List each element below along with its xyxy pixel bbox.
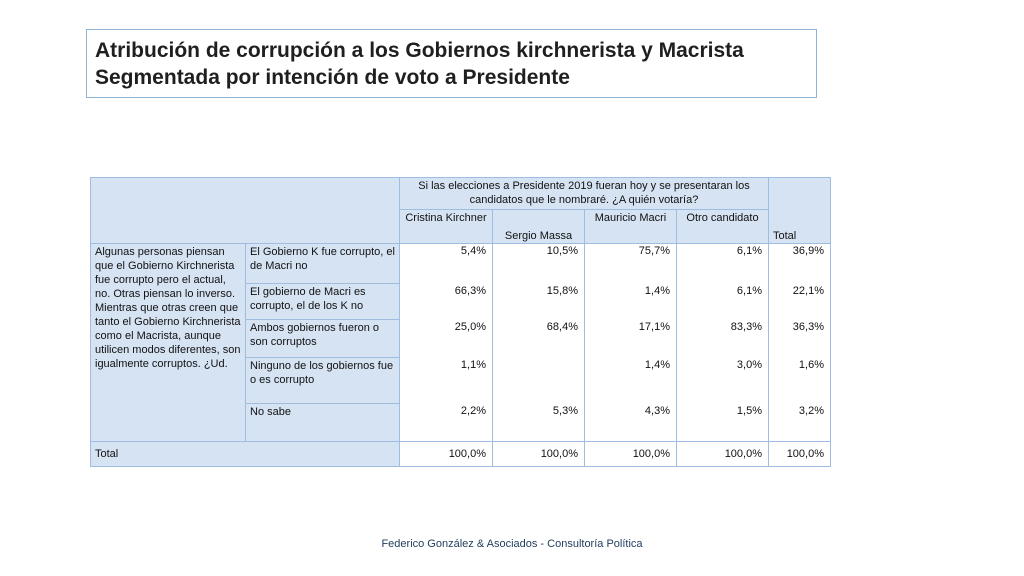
table-cell bbox=[492, 357, 585, 404]
total-row-label: Total bbox=[90, 441, 400, 467]
table-cell: 6,1% bbox=[676, 283, 769, 320]
row-label: El Gobierno K fue corrupto, el de Macri … bbox=[245, 243, 400, 284]
total-cell: 100,0% bbox=[768, 441, 831, 467]
question-header: Si las elecciones a Presidente 2019 fuer… bbox=[399, 177, 769, 210]
table-cell: 2,2% bbox=[399, 403, 493, 442]
total-column-header: Total bbox=[768, 177, 831, 244]
table-cell: 15,8% bbox=[492, 283, 585, 320]
table-cell: 66,3% bbox=[399, 283, 493, 320]
total-cell: 100,0% bbox=[492, 441, 585, 467]
table-cell: 83,3% bbox=[676, 319, 769, 358]
slide-title-box: Atribución de corrupción a los Gobiernos… bbox=[86, 29, 817, 98]
table-cell: 17,1% bbox=[584, 319, 677, 358]
table-cell: 25,0% bbox=[399, 319, 493, 358]
table-cell: 1,4% bbox=[584, 357, 677, 404]
table-cell: 1,4% bbox=[584, 283, 677, 320]
column-header-otro-candidato: Otro candidato bbox=[676, 209, 769, 244]
table-cell: 75,7% bbox=[584, 243, 677, 284]
slide-title-line1: Atribución de corrupción a los Gobiernos… bbox=[95, 39, 744, 62]
footer-credit: Federico González & Asociados - Consulto… bbox=[381, 538, 643, 550]
row-group-label: Algunas personas piensan que el Gobierno… bbox=[90, 243, 246, 442]
row-label: No sabe bbox=[245, 403, 400, 442]
table-corner-cell bbox=[90, 177, 400, 244]
total-cell: 100,0% bbox=[399, 441, 493, 467]
total-cell: 100,0% bbox=[676, 441, 769, 467]
row-label: El gobierno de Macri es corrupto, el de … bbox=[245, 283, 400, 320]
column-header-mauricio-macri: Mauricio Macri bbox=[584, 209, 677, 244]
row-label: Ninguno de los gobiernos fue o es corrup… bbox=[245, 357, 400, 404]
column-header-cristina-kirchner: Cristina Kirchner bbox=[399, 209, 493, 244]
table-cell: 22,1% bbox=[768, 283, 831, 320]
crosstab-table: Si las elecciones a Presidente 2019 fuer… bbox=[90, 177, 831, 467]
row-label: Ambos gobiernos fueron o son corruptos bbox=[245, 319, 400, 358]
table-cell: 1,5% bbox=[676, 403, 769, 442]
table-cell: 3,0% bbox=[676, 357, 769, 404]
total-cell: 100,0% bbox=[584, 441, 677, 467]
table-cell: 1,6% bbox=[768, 357, 831, 404]
slide-title-line2: Segmentada por intención de voto a Presi… bbox=[95, 66, 570, 89]
table-cell: 6,1% bbox=[676, 243, 769, 284]
table-cell: 68,4% bbox=[492, 319, 585, 358]
column-header-sergio-massa: Sergio Massa bbox=[492, 209, 585, 244]
table-cell: 36,3% bbox=[768, 319, 831, 358]
table-cell: 5,4% bbox=[399, 243, 493, 284]
table-cell: 4,3% bbox=[584, 403, 677, 442]
table-cell: 36,9% bbox=[768, 243, 831, 284]
table-cell: 1,1% bbox=[399, 357, 493, 404]
table-cell: 3,2% bbox=[768, 403, 831, 442]
table-cell: 5,3% bbox=[492, 403, 585, 442]
table-cell: 10,5% bbox=[492, 243, 585, 284]
